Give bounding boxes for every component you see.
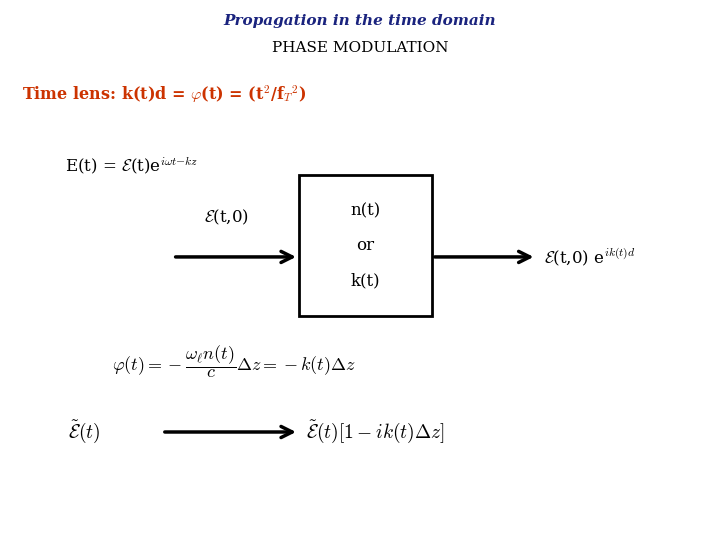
Text: $\varphi(t) = -\dfrac{\omega_\ell n(t)}{c}\Delta z = -k(t)\Delta z$: $\varphi(t) = -\dfrac{\omega_\ell n(t)}{… — [112, 343, 356, 380]
Text: k(t): k(t) — [351, 272, 380, 289]
Text: E(t) = $\mathcal{E}$(t)e$^{i\omega t\mathrm{-}kz}$: E(t) = $\mathcal{E}$(t)e$^{i\omega t\mat… — [65, 154, 198, 176]
Bar — [299, 176, 432, 316]
Text: $\mathcal{E}$(t,0) e$^{ik(t)d}$: $\mathcal{E}$(t,0) e$^{ik(t)d}$ — [544, 246, 635, 268]
Text: or: or — [356, 237, 374, 254]
Text: n(t): n(t) — [350, 202, 381, 219]
Text: Propagation in the time domain: Propagation in the time domain — [224, 14, 496, 28]
Text: PHASE MODULATION: PHASE MODULATION — [271, 40, 449, 55]
Text: Time lens: k(t)d = $\varphi$(t) = (t$^2$/f$_T$$^2$): Time lens: k(t)d = $\varphi$(t) = (t$^2$… — [22, 84, 306, 105]
Text: $\tilde{\mathcal{E}}(t)[1 - ik(t)\Delta z]$: $\tilde{\mathcal{E}}(t)[1 - ik(t)\Delta … — [306, 418, 445, 445]
Text: $\tilde{\mathcal{E}}(t)$: $\tilde{\mathcal{E}}(t)$ — [68, 418, 101, 445]
Text: $\mathcal{E}$(t,0): $\mathcal{E}$(t,0) — [204, 208, 249, 227]
